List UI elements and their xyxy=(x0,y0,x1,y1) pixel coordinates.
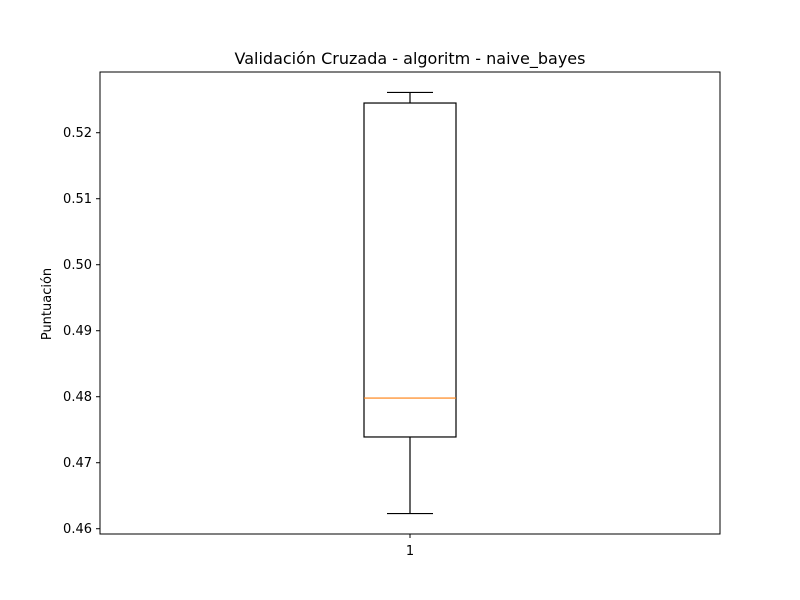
chart-title: Validación Cruzada - algoritm - naive_ba… xyxy=(235,49,586,69)
y-tick-label: 0.46 xyxy=(63,522,92,537)
y-tick-label: 0.47 xyxy=(63,456,92,471)
plot-area: 0.46 0.47 0.48 0.49 0.50 0.51 0.52 1 xyxy=(63,71,721,559)
y-tick-label: 0.48 xyxy=(63,390,92,405)
y-axis-label: Puntuación xyxy=(40,268,55,340)
x-tick-label: 1 xyxy=(406,544,414,559)
y-tick-label: 0.50 xyxy=(63,258,92,273)
y-tick-label: 0.49 xyxy=(63,324,92,339)
y-tick-label: 0.52 xyxy=(63,126,92,141)
y-tick-label: 0.51 xyxy=(63,192,92,207)
box-group xyxy=(363,91,457,515)
box-iqr xyxy=(363,102,457,438)
